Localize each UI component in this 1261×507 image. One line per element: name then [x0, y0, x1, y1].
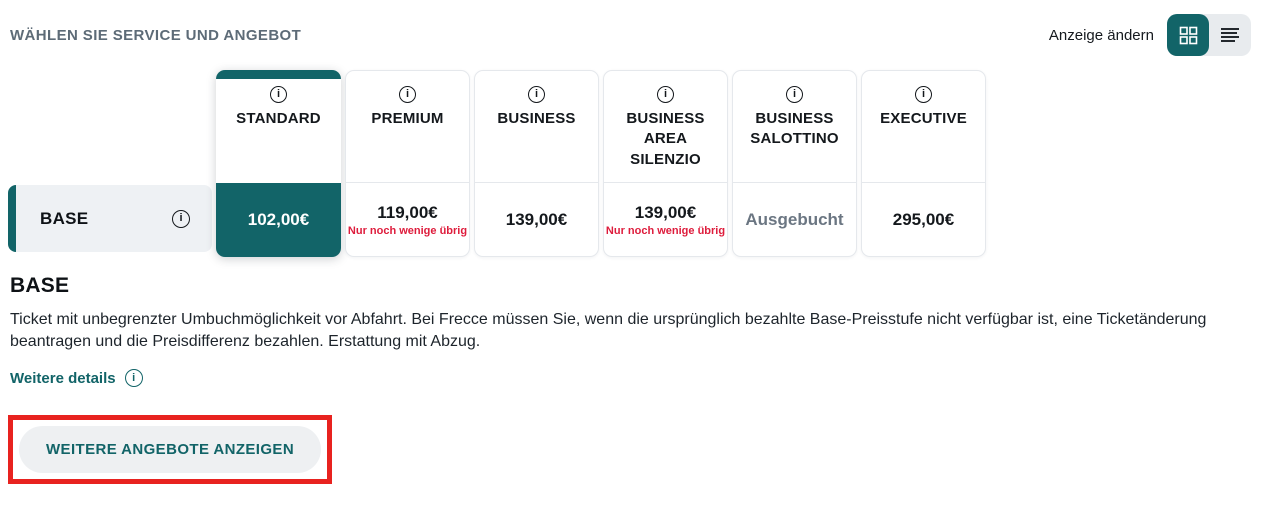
sold-out-label: Ausgebucht	[745, 209, 844, 229]
service-header-business: BUSINESS	[475, 71, 598, 182]
scarcity-note: Nur noch wenige übrig	[605, 224, 726, 237]
service-name: BUSINESS SALOTTINO	[750, 110, 839, 148]
price-value: 139,00€	[505, 209, 568, 229]
view-switch: Anzeige ändern	[1049, 14, 1251, 56]
scarcity-note: Nur noch wenige übrig	[347, 224, 468, 237]
fare-details-title: BASE	[10, 274, 70, 297]
service-name: EXECUTIVE	[880, 110, 967, 127]
price-value: 102,00€	[247, 210, 310, 229]
price-value: 295,00€	[892, 209, 955, 229]
view-toggle-group	[1167, 14, 1251, 56]
price-cell-business-salottino-base: Ausgebucht	[733, 182, 856, 256]
price-cell-executive-base[interactable]: 295,00€	[862, 182, 985, 256]
page-title: WÄHLEN SIE SERVICE UND ANGEBOT	[10, 26, 302, 44]
selected-indicator-bar	[216, 70, 341, 79]
info-icon[interactable]	[399, 86, 416, 103]
price-cell-business-area-silenzio-base[interactable]: 139,00€ Nur noch wenige übrig	[604, 182, 727, 256]
info-icon[interactable]	[786, 86, 803, 103]
fare-matrix: BASE STANDARD 102,00€ PREMIUM 119,00€	[8, 70, 1251, 257]
service-header-standard: STANDARD	[216, 79, 341, 183]
fare-details-section: BASE Ticket mit unbegrenzter Umbuchmögli…	[10, 274, 1251, 393]
service-header-business-salottino: BUSINESS SALOTTINO	[733, 71, 856, 182]
info-icon[interactable]	[528, 86, 545, 103]
price-cell-standard-base[interactable]: 102,00€	[216, 183, 341, 257]
service-column-business-area-silenzio: BUSINESS AREA SILENZIO 139,00€ Nur noch …	[603, 70, 728, 257]
service-name: PREMIUM	[371, 110, 444, 127]
show-more-offers-button[interactable]: WEITERE ANGEBOTE ANZEIGEN	[19, 426, 322, 473]
topbar: WÄHLEN SIE SERVICE UND ANGEBOT Anzeige ä…	[10, 0, 1251, 58]
grid-view-button[interactable]	[1167, 14, 1209, 56]
service-name: STANDARD	[236, 110, 321, 127]
info-icon[interactable]	[270, 86, 287, 103]
service-column-standard: STANDARD 102,00€	[216, 70, 341, 257]
service-header-executive: EXECUTIVE	[862, 71, 985, 182]
service-name: BUSINESS AREA SILENZIO	[626, 110, 705, 168]
service-column-executive: EXECUTIVE 295,00€	[861, 70, 986, 257]
price-cell-premium-base[interactable]: 119,00€ Nur noch wenige übrig	[346, 182, 469, 256]
view-switch-label: Anzeige ändern	[1048, 26, 1154, 44]
info-icon	[124, 369, 143, 387]
price-value: 119,00€	[377, 202, 438, 222]
grid-view-icon	[1179, 26, 1198, 45]
annotation-highlight-box: WEITERE ANGEBOTE ANZEIGEN	[8, 415, 333, 484]
service-column-business-salottino: BUSINESS SALOTTINO Ausgebucht	[732, 70, 857, 257]
list-view-button[interactable]	[1209, 14, 1251, 56]
fare-details-description: Ticket mit unbegrenzter Umbuchmöglichkei…	[10, 311, 1207, 350]
fare-row-base-label: BASE	[40, 208, 89, 228]
price-value: 139,00€	[634, 202, 697, 222]
more-details-link[interactable]: Weitere details	[10, 369, 143, 387]
service-column-business: BUSINESS 139,00€	[474, 70, 599, 257]
more-details-label: Weitere details	[10, 369, 116, 387]
price-cell-business-base[interactable]: 139,00€	[475, 182, 598, 256]
list-view-icon	[1220, 27, 1240, 43]
fare-row-base: BASE	[8, 185, 212, 252]
fare-row-label-column: BASE	[8, 70, 212, 257]
info-icon[interactable]	[657, 86, 674, 103]
service-column-premium: PREMIUM 119,00€ Nur noch wenige übrig	[345, 70, 470, 257]
info-icon[interactable]	[172, 209, 190, 228]
service-name: BUSINESS	[497, 110, 576, 127]
service-header-premium: PREMIUM	[346, 71, 469, 182]
info-icon[interactable]	[915, 86, 932, 103]
service-header-business-area-silenzio: BUSINESS AREA SILENZIO	[604, 71, 727, 182]
